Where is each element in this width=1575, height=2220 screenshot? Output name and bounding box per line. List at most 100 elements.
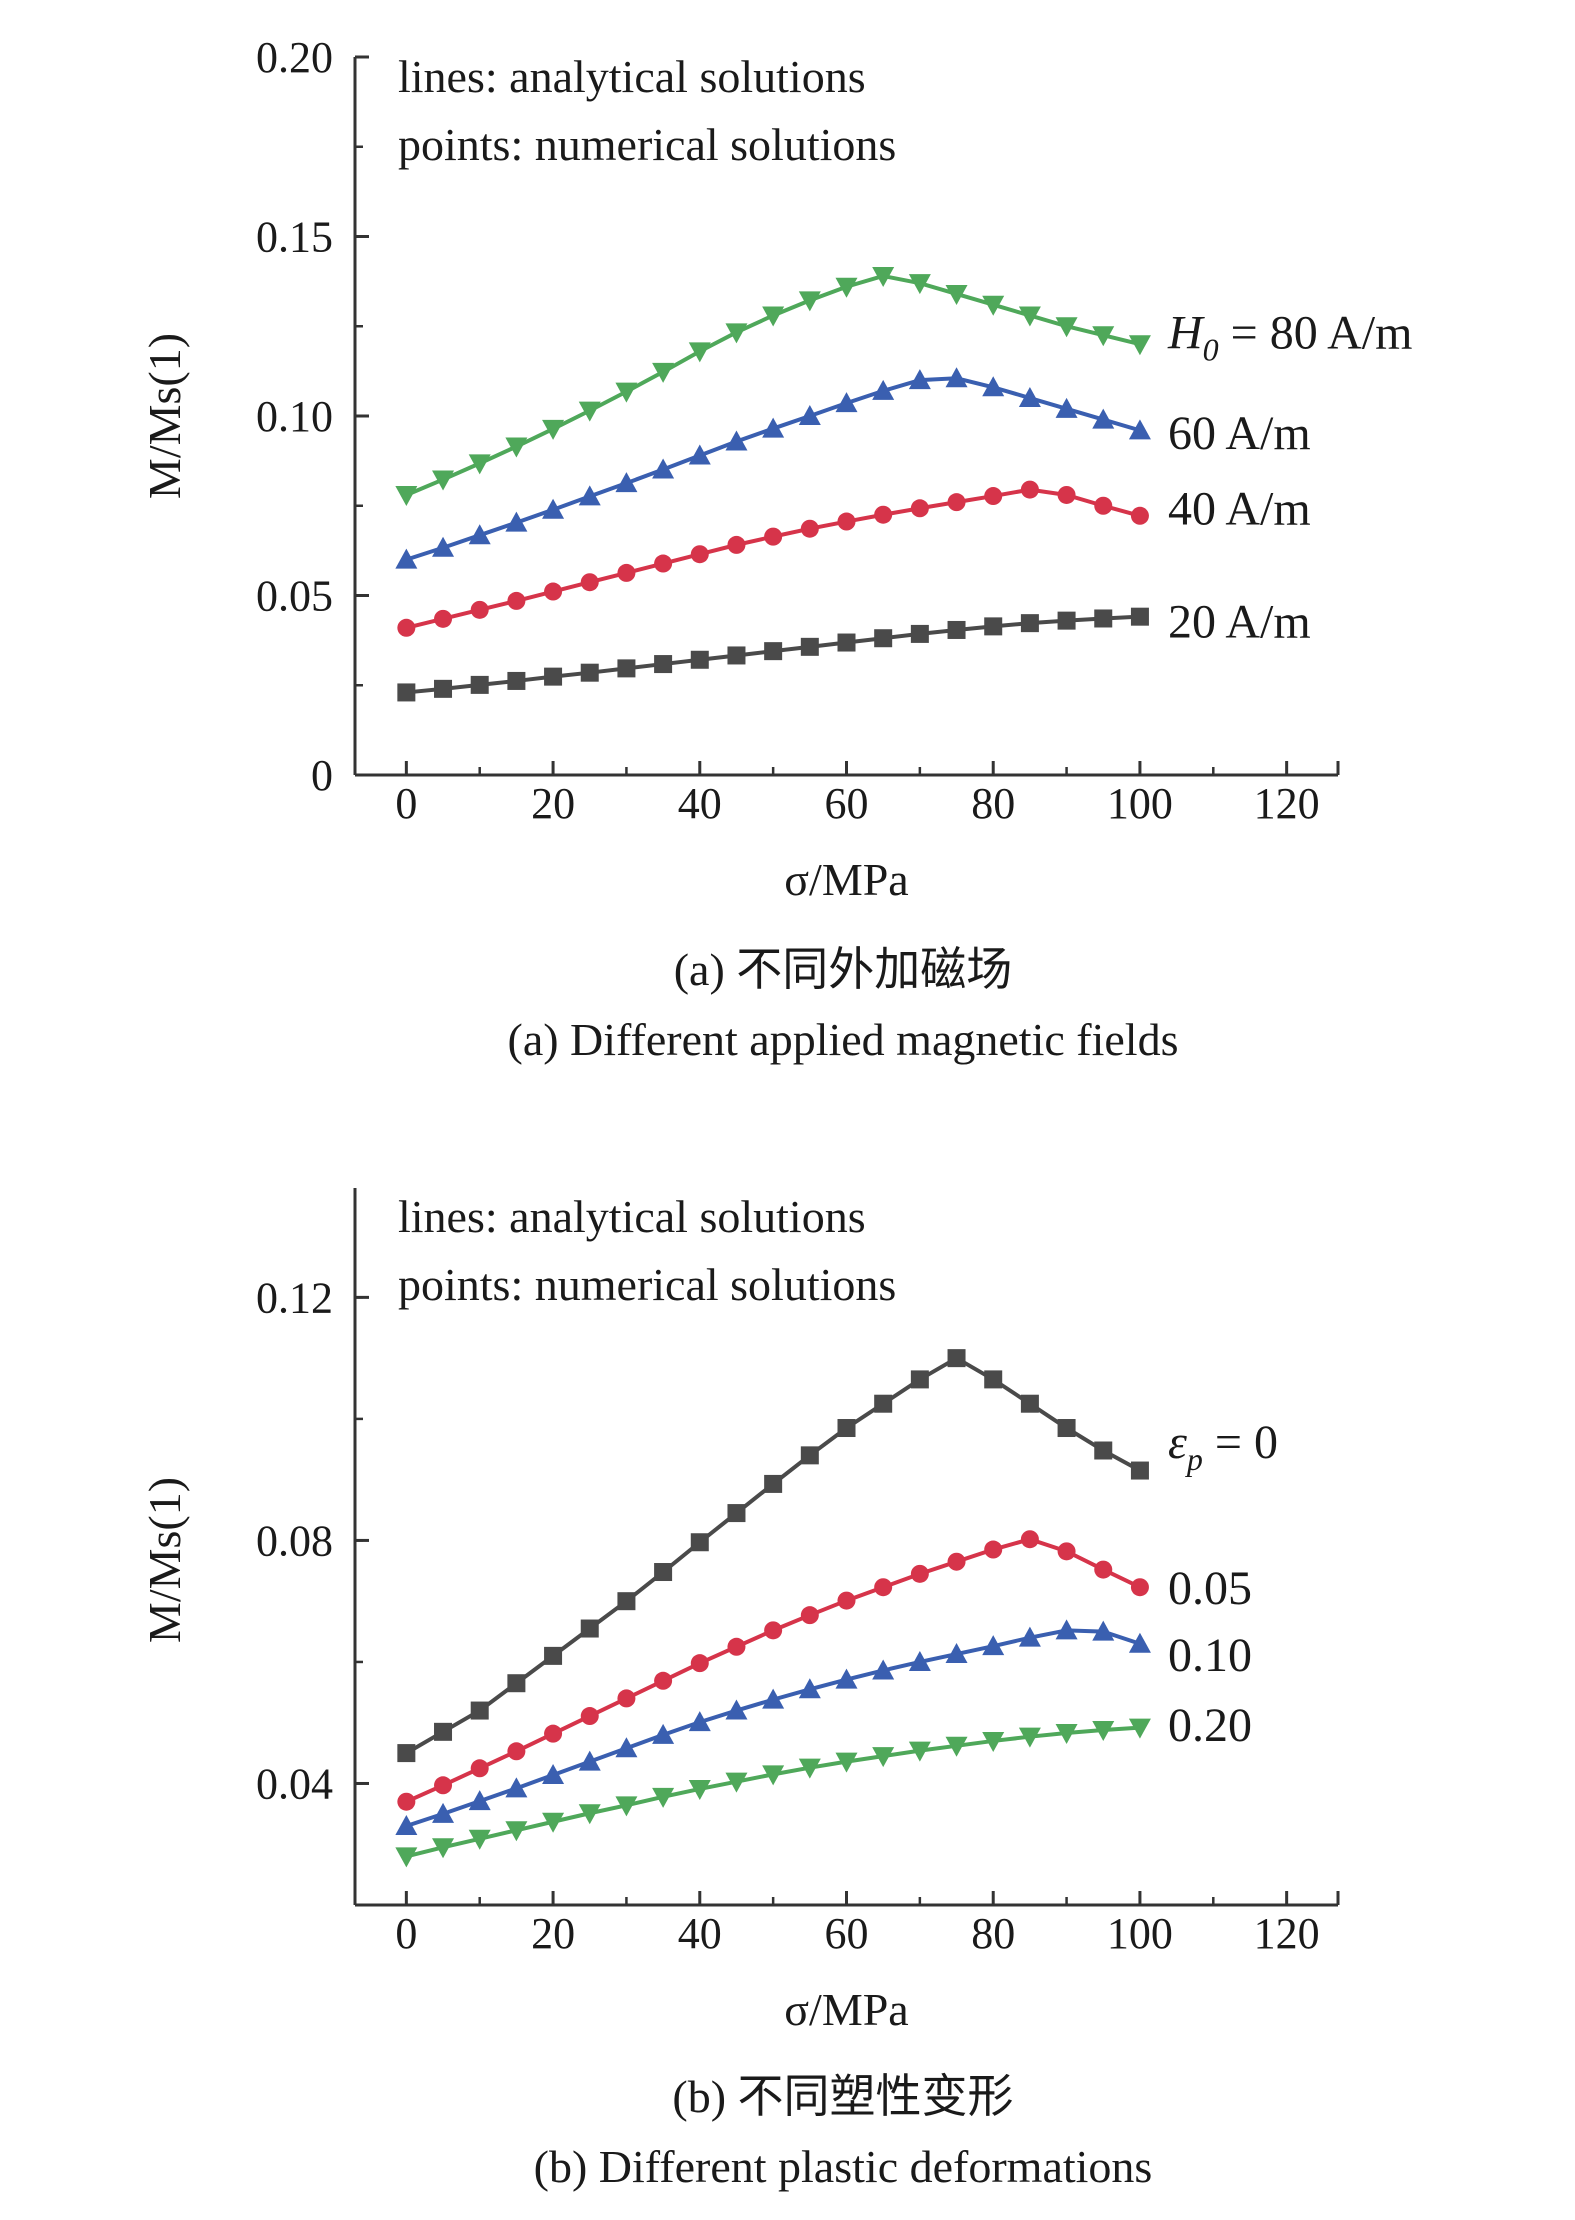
- data-point: [874, 629, 893, 648]
- data-point: [544, 582, 563, 601]
- series-label-symbol: ε: [1168, 1416, 1187, 1469]
- data-point: [725, 430, 748, 451]
- data-point: [762, 1688, 785, 1709]
- x-axis-title: σ/MPa: [784, 1984, 908, 2035]
- data-point: [908, 369, 931, 390]
- x-tick-label: 40: [678, 779, 722, 828]
- data-point: [1055, 317, 1078, 338]
- data-point: [984, 1370, 1003, 1389]
- data-point: [798, 405, 821, 425]
- data-point: [947, 1349, 966, 1368]
- data-point: [1094, 609, 1113, 628]
- data-point: [982, 1731, 1005, 1752]
- data-point: [945, 1643, 968, 1664]
- caption-english: (a) Different applied magnetic fields: [508, 1014, 1179, 1065]
- chart-panel-b: 0 20 40 60 80 100 120 0.04 0.08 0.12 σ/MPa M/Ms(1) l…: [139, 1188, 1340, 2192]
- data-point: [615, 1796, 638, 1817]
- data-point: [580, 663, 599, 682]
- data-point: [432, 470, 455, 491]
- data-point: [837, 1591, 856, 1610]
- series-2: [397, 480, 1149, 637]
- series-3: [395, 367, 1151, 569]
- y-tick-label: 0.04: [256, 1759, 333, 1808]
- data-point: [542, 498, 565, 519]
- x-tick-label: 20: [531, 1909, 575, 1958]
- data-point: [1020, 480, 1039, 499]
- data-point: [725, 1699, 748, 1720]
- data-point: [505, 437, 528, 458]
- data-point: [1018, 306, 1041, 327]
- data-point: [468, 454, 491, 475]
- data-point: [397, 683, 416, 702]
- chart-note-line: points: numerical solutions: [398, 119, 896, 170]
- x-tick-label: 100: [1107, 1909, 1173, 1958]
- series-2: [397, 1530, 1149, 1811]
- series-label: 40 A/m: [1168, 482, 1311, 535]
- data-point: [945, 284, 968, 305]
- x-tick-label: 60: [825, 779, 869, 828]
- y-tick-label: 0.12: [256, 1273, 333, 1322]
- data-point: [1057, 611, 1076, 630]
- caption-english: (b) Different plastic deformations: [534, 2141, 1153, 2192]
- data-point: [1092, 408, 1115, 429]
- data-point: [434, 679, 453, 698]
- series-label-text: = 80 A/m: [1219, 306, 1413, 359]
- data-point: [835, 1668, 858, 1689]
- series-label: H0 = 80 A/m: [1167, 306, 1412, 367]
- data-point: [397, 618, 416, 637]
- data-point: [395, 548, 418, 569]
- data-point: [1057, 485, 1076, 504]
- data-point: [1092, 1620, 1115, 1641]
- series-label-symbol: H: [1167, 306, 1205, 359]
- data-point: [397, 1792, 416, 1811]
- data-point: [1055, 397, 1078, 418]
- data-point: [874, 1578, 893, 1597]
- y-axis-title: M/Ms(1): [139, 333, 190, 499]
- data-point: [397, 1744, 416, 1763]
- data-point: [652, 458, 675, 479]
- series-label: 0.20: [1168, 1699, 1252, 1752]
- data-point: [507, 671, 526, 690]
- data-point: [764, 1474, 783, 1493]
- data-point: [434, 1722, 453, 1741]
- data-point: [800, 1606, 819, 1625]
- data-point: [1092, 1721, 1115, 1742]
- data-point: [470, 1759, 489, 1778]
- data-point: [872, 266, 895, 287]
- data-point: [507, 1674, 526, 1693]
- data-point: [1020, 1530, 1039, 1549]
- data-point: [615, 1737, 638, 1758]
- data-point: [1092, 326, 1115, 347]
- data-point: [434, 609, 453, 628]
- chart-panel-a: 0 20 40 60 80 100 120 0 0.05 0.10 0.15 0.20 σ/MPa M/M…: [139, 33, 1412, 1065]
- data-point: [908, 1741, 931, 1762]
- data-point: [835, 277, 858, 298]
- series-label: 20 A/m: [1168, 595, 1311, 648]
- x-axis-title: σ/MPa: [784, 854, 908, 905]
- data-point: [874, 1394, 893, 1413]
- data-point: [1094, 1560, 1113, 1579]
- x-tick-label: 120: [1254, 1909, 1320, 1958]
- data-point: [800, 519, 819, 538]
- y-tick-label: 0.20: [256, 33, 333, 82]
- data-point: [580, 1619, 599, 1638]
- data-point: [578, 1804, 601, 1825]
- data-point: [690, 545, 709, 564]
- x-tick-label: 60: [825, 1909, 869, 1958]
- data-point: [652, 362, 675, 383]
- data-point: [505, 511, 528, 532]
- data-point: [982, 376, 1005, 397]
- data-point: [470, 675, 489, 694]
- chart-note-line: lines: analytical solutions: [398, 51, 866, 102]
- data-point: [727, 1504, 746, 1523]
- data-point: [1020, 1394, 1039, 1413]
- y-tick-label: 0.05: [256, 572, 333, 621]
- data-point: [505, 1777, 528, 1798]
- series-label-text: = 0: [1203, 1416, 1278, 1469]
- data-point: [908, 274, 931, 295]
- data-point: [544, 1724, 563, 1743]
- data-point: [432, 1802, 455, 1823]
- data-point: [652, 1787, 675, 1808]
- data-point: [982, 1635, 1005, 1656]
